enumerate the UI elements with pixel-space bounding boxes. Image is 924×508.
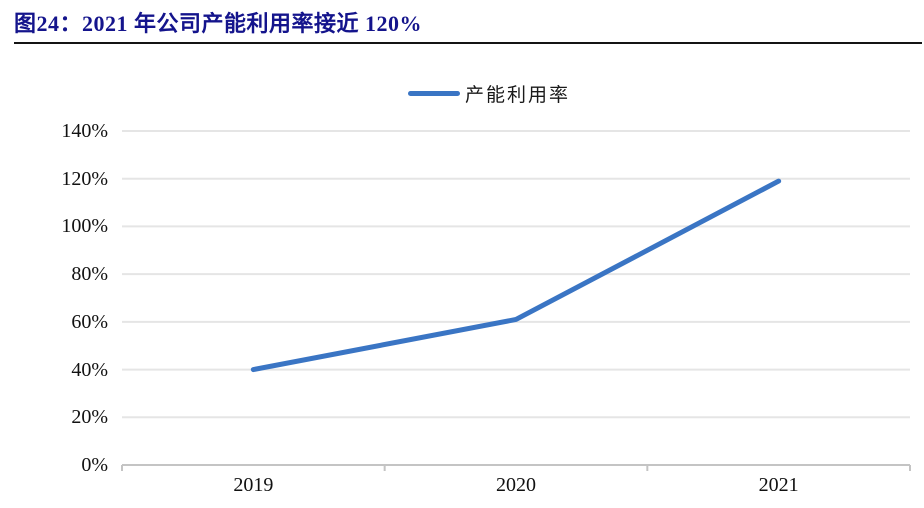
plot-area	[121, 130, 911, 471]
x-axis-label: 2021	[758, 474, 799, 496]
y-axis-tick-label: 20%	[71, 406, 108, 429]
x-axis-label: 2019	[233, 474, 274, 496]
legend-series-label: 产能利用率	[465, 85, 571, 106]
y-axis-tick-label: 140%	[61, 120, 108, 142]
chart-legend: 产能利用率	[408, 80, 570, 107]
capacity-utilization-chart: 产能利用率 0% 20% 40% 60% 80% 100% 120% 140% 2019 202…	[0, 50, 924, 508]
x-axis-label: 2020	[496, 474, 536, 496]
y-axis-tick-label: 80%	[71, 263, 108, 286]
y-axis-tick-label: 40%	[71, 358, 108, 381]
y-axis-tick-label: 100%	[61, 215, 108, 238]
y-axis-tick-label: 60%	[71, 310, 108, 333]
figure-title: 图24：2021 年公司产能利用率接近 120%	[14, 11, 423, 36]
title-divider	[14, 42, 922, 44]
y-axis-tick-label: 0%	[81, 454, 108, 476]
legend-line-swatch	[408, 91, 460, 96]
y-axis-tick-label: 120%	[61, 167, 108, 190]
series-line	[250, 178, 782, 373]
